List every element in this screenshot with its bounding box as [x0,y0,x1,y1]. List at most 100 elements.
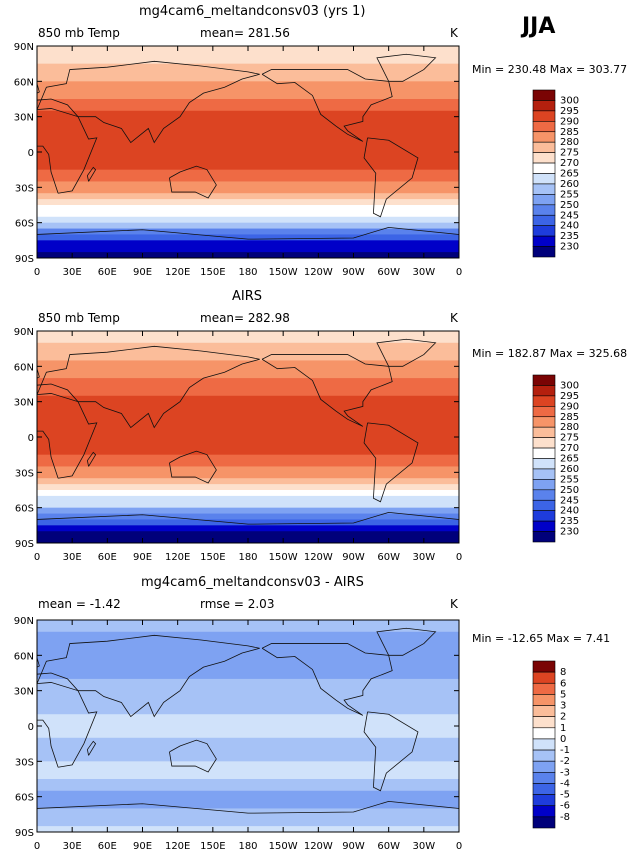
field-band [37,163,459,171]
coastline [86,740,97,756]
legend-label: 270 [560,158,579,169]
panel-1-center-label: mean= 281.56 [200,26,290,40]
field-band [37,407,459,414]
legend-label: -2 [560,756,570,767]
legend-label: 6 [560,678,566,689]
field-band [37,802,459,809]
field-band [37,749,459,756]
field-band [37,342,459,350]
legend-swatch [532,716,556,729]
x-tick-label: 60W [377,841,400,852]
x-tick-label: 90W [342,841,365,852]
legend-label: 250 [560,485,579,496]
field-band [37,755,459,762]
field-band [37,366,459,373]
legend-label: 240 [560,506,579,517]
field-band [37,720,459,727]
legend-swatch [532,783,556,795]
field-band [37,134,459,141]
x-tick-label: 60E [98,552,117,563]
field-band [37,384,459,391]
field-band [37,495,459,503]
legend-label: 1 [560,723,566,734]
field-band [37,210,459,218]
legend-swatch [532,738,556,751]
field-band [37,354,459,361]
field-band [37,336,459,344]
x-tick-label: 120W [304,841,333,852]
x-tick-label: 60E [98,267,117,278]
y-tick-label: 30S [15,757,34,768]
coastline [36,60,260,144]
x-tick-label: 30W [413,841,436,852]
panel-2-title: AIRS [232,289,263,304]
field-band [37,395,459,403]
panel-3-center-label: rmse = 2.03 [200,597,275,611]
field-band [37,525,459,532]
field-band [37,820,459,827]
legend-swatch [532,141,556,153]
field-band [37,116,459,124]
field-band [37,767,459,774]
legend-swatch [532,131,556,143]
legend-swatch [532,110,556,122]
field-band [37,228,459,235]
legend-label: 2 [560,712,566,723]
field-band [37,75,459,82]
field-band [37,193,459,200]
field-band [37,110,459,118]
legend-swatch [532,416,556,428]
field-band [37,678,459,686]
y-tick-label: 30N [14,687,34,698]
field-band [37,643,459,650]
y-tick-label: 90N [14,327,34,338]
legend-label: -8 [560,812,570,823]
legend-label: -1 [560,745,570,756]
legend-swatch [532,458,556,470]
legend-label: -5 [560,790,570,801]
legend-swatch [532,772,556,784]
legend-swatch [532,152,556,164]
x-tick-label: 120W [304,267,333,278]
field-band [37,93,459,100]
field-band [37,708,459,715]
field-band [37,431,459,438]
legend-label: -6 [560,801,570,812]
field-band [37,69,459,76]
field-band [37,649,459,656]
legend-label: 235 [560,231,579,242]
y-tick-label: 90S [15,828,34,839]
field-band [37,448,459,456]
legend-swatch [532,374,556,386]
legend-swatch [532,406,556,418]
legend-swatch [532,682,556,695]
legend-label: 255 [560,189,579,200]
field-band [37,187,459,194]
legend-swatch [532,121,556,133]
legend-label: 290 [560,116,579,127]
y-tick-label: 90N [14,42,34,53]
panel-3-title: mg4cam6_meltandconsv03 - AIRS [141,575,364,590]
legend-swatch [532,749,556,762]
coastline [86,451,97,467]
field-band [37,637,459,645]
legend-swatch [532,162,556,174]
field-band [37,779,459,786]
legend-label: 275 [560,148,579,159]
x-tick-label: 90W [342,267,365,278]
x-tick-label: 90E [133,267,152,278]
legend-label: 5 [560,689,566,700]
legend-label: 285 [560,127,579,138]
field-band [37,631,459,639]
y-tick-label: 0 [28,433,34,444]
legend-label: 240 [560,221,579,232]
legend-swatch [532,426,556,438]
coastline [261,643,393,716]
field-band [37,419,459,426]
y-tick-label: 0 [28,722,34,733]
field-band [37,181,459,188]
field-band [37,146,459,153]
x-tick-label: 0 [34,841,40,852]
